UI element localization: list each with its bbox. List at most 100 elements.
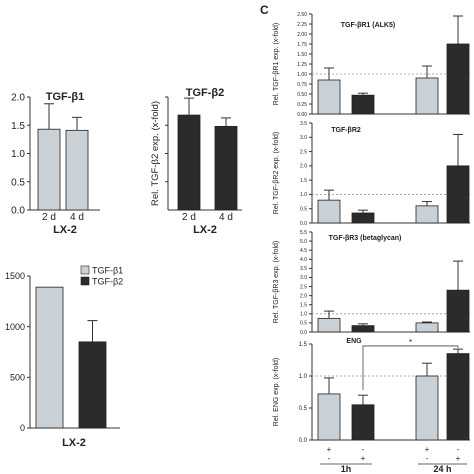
y-tick-label: 2.0	[300, 293, 307, 299]
bar-2	[78, 341, 107, 429]
bar-1	[317, 79, 341, 115]
bar-4	[446, 289, 470, 333]
y-tick-label: 0.00	[297, 112, 307, 118]
y-tick-label: 4.0	[300, 257, 307, 263]
y-tick-label: 1.0	[11, 149, 25, 160]
y-tick-label: 1.5	[300, 178, 307, 184]
y-tick-label: 0.5	[11, 177, 25, 188]
category-label: 4 d	[70, 212, 84, 223]
chart-title: ENG	[346, 338, 362, 345]
group-label: LX-2	[62, 437, 86, 449]
bar-3	[415, 322, 439, 333]
treatment-sign: +	[456, 454, 461, 463]
bar-1	[317, 199, 341, 224]
category-label: 2 d	[42, 212, 56, 223]
chart-title: TGF-β2	[186, 87, 225, 99]
category-label: 4 d	[219, 212, 233, 223]
time-group-label: 1h	[341, 464, 352, 474]
y-tick-label: 2.5	[300, 149, 307, 155]
significance-bracket	[362, 345, 459, 391]
panel-letter: C	[260, 3, 269, 17]
y-tick-label: 2.0	[11, 93, 25, 104]
y-tick-label: 2.25	[297, 22, 307, 28]
y-tick-label: 5.0	[300, 239, 307, 245]
bar-1	[37, 128, 61, 211]
bar-4	[446, 165, 470, 224]
y-tick-label: 0.5	[299, 406, 308, 412]
y-tick-label: 5.5	[300, 230, 307, 236]
chart-a1: TGF-β1 0.0 0.5 1.0 1.5 2.0 2 d 4 dLX-2	[11, 91, 100, 236]
y-tick-label: 2.00	[297, 32, 307, 38]
y-tick-label: 1.75	[297, 42, 307, 48]
y-tick-label: 0	[20, 423, 25, 433]
bar-3	[415, 205, 439, 224]
y-tick-label: 0.5	[300, 206, 307, 212]
bar-4	[446, 43, 470, 115]
treatment-sign: -	[457, 445, 460, 454]
chart-a2: TGF-β2 Rel. TGF-β2 exp. (x-fold) 2 d 4 dLX-…	[150, 87, 242, 236]
treatment-sign: +	[425, 445, 430, 454]
treatment-sign: +	[361, 454, 366, 463]
legend-label: TGF-β1	[92, 266, 123, 276]
y-tick-label: 0.75	[297, 82, 307, 88]
bar-1	[35, 286, 64, 429]
group-label: LX-2	[53, 224, 77, 236]
chart-c1: TGF-βR1 (ALK5) Rel. TGF-βR1 exp. (x-fold)…	[273, 12, 470, 118]
bar-2	[351, 325, 375, 333]
bar-1	[317, 317, 341, 333]
legend-swatch	[80, 265, 90, 275]
y-axis-label: Rel. TGF-βR1 exp. (x-fold)	[273, 23, 280, 105]
y-tick-label: 0.25	[297, 102, 307, 108]
y-tick-label: 0.0	[300, 330, 307, 336]
y-tick-label: 1.0	[300, 312, 307, 318]
y-tick-label: 3.5	[300, 266, 307, 272]
treatment-sign: -	[328, 454, 331, 463]
bar-1	[317, 393, 341, 441]
bar-3	[415, 375, 439, 441]
group-label: LX-2	[193, 224, 217, 236]
chart-title: TGF-β1	[46, 91, 85, 103]
y-tick-label: 1.50	[297, 52, 307, 58]
treatment-sign: -	[426, 454, 429, 463]
y-tick-label: 1.5	[300, 302, 307, 308]
chart-title: TGF-βR2	[331, 127, 361, 134]
time-group-label: 24 h	[433, 464, 451, 474]
y-tick-label: 1.5	[299, 342, 308, 348]
y-tick-label: 0.0	[299, 438, 308, 444]
bar-2	[351, 94, 375, 115]
significance-star: *	[409, 338, 412, 347]
y-tick-label: 1.5	[11, 121, 25, 132]
bar-4	[446, 353, 470, 441]
y-axis-label: Rel. TGF-βR2 exp. (x-fold)	[273, 132, 280, 214]
bar-2	[351, 212, 375, 224]
legend-swatch	[80, 276, 90, 286]
y-tick-label: 0.0	[300, 221, 307, 227]
treatment-sign: -	[362, 445, 365, 454]
y-tick-label: 0.5	[300, 321, 307, 327]
bar-2	[65, 129, 89, 211]
y-axis-label: Rel. TGF-β2 exp. (x-fold)	[150, 101, 161, 206]
chart-title: TGF-βR1 (ALK5)	[341, 22, 395, 29]
y-tick-label: 500	[10, 372, 25, 382]
y-tick-label: 3.0	[300, 135, 307, 141]
bar-2	[214, 125, 238, 211]
chart-c2: TGF-βR2 Rel. TGF-βR2 exp. (x-fold) 0.0 0.5 1…	[273, 121, 470, 227]
y-tick-label: 1.0	[300, 192, 307, 198]
legend-label: TGF-β2	[92, 277, 123, 287]
chart-c3: TGF-βR3 (betaglycan) Rel. TGF-βR3 exp. (x…	[273, 230, 470, 336]
treatment-sign: +	[327, 445, 332, 454]
y-tick-label: 3.0	[300, 275, 307, 281]
bar-1	[177, 114, 201, 211]
y-axis-label: Rel. ENG exp. (x-fold)	[273, 358, 280, 426]
y-tick-label: 2.5	[300, 284, 307, 290]
y-tick-label: 1.25	[297, 62, 307, 68]
chart-title: TGF-βR3 (betaglycan)	[329, 235, 402, 242]
y-tick-label: 3.5	[300, 121, 307, 127]
y-tick-label: 4.5	[300, 248, 307, 254]
category-label: 2 d	[182, 212, 196, 223]
